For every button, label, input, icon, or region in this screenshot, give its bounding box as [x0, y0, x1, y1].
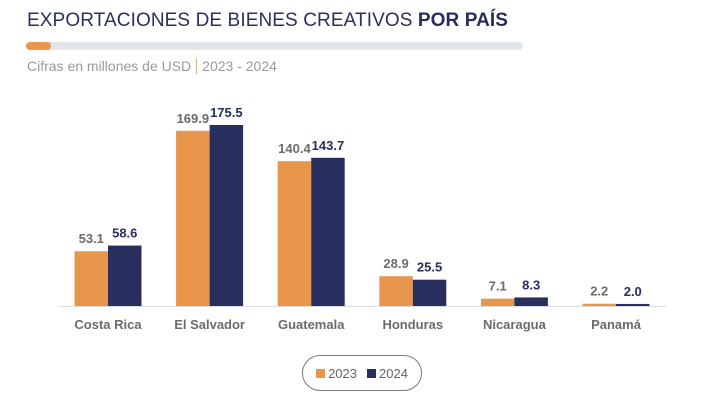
bar-2023-3 — [379, 276, 413, 306]
data-label-2023-1: 169.9 — [177, 111, 210, 126]
legend-label-2024: 2024 — [379, 365, 408, 381]
bar-2023-5 — [582, 303, 616, 306]
bar-2023-0 — [74, 251, 108, 306]
subtitle-years: 2023 - 2024 — [202, 58, 277, 74]
subtitle-divider — [196, 58, 198, 74]
legend-label-2023: 2023 — [328, 365, 357, 381]
legend-swatch-2024 — [367, 368, 376, 378]
bar-2023-2 — [277, 161, 312, 306]
bar-2024-1 — [209, 125, 244, 306]
chart-title: EXPORTACIONES DE BIENES CREATIVOS POR PA… — [27, 10, 508, 32]
data-label-2024-5: 2.0 — [624, 284, 642, 299]
data-label-2024-1: 175.5 — [210, 105, 243, 120]
data-label-2023-5: 2.2 — [590, 284, 608, 299]
bar-2024-5 — [616, 303, 650, 306]
category-label-3: Honduras — [382, 317, 443, 332]
category-label-5: Panamá — [591, 317, 642, 332]
legend-swatch-2023 — [316, 368, 326, 378]
legend: 2023 2024 — [302, 355, 422, 391]
legend-item-2023: 2023 — [316, 366, 357, 381]
legend-item-2024: 2024 — [367, 366, 408, 381]
data-label-2024-0: 58.6 — [112, 226, 137, 241]
bar-2023-1 — [176, 130, 210, 306]
bar-2023-4 — [480, 298, 515, 306]
title-regular: EXPORTACIONES DE BIENES CREATIVOS — [27, 10, 418, 31]
category-label-2: Guatemala — [278, 317, 345, 332]
progress-track — [26, 42, 523, 50]
data-label-2023-2: 140.4 — [278, 141, 311, 156]
data-label-2023-4: 7.1 — [489, 279, 507, 294]
data-label-2024-2: 143.7 — [312, 138, 345, 153]
data-label-2024-4: 8.3 — [522, 277, 540, 292]
bar-2024-3 — [412, 279, 447, 306]
subtitle-units: Cifras en millones de USD — [27, 58, 192, 74]
category-label-1: El Salvador — [174, 317, 245, 332]
chart-subtitle: Cifras en millones de USD 2023 - 2024 — [27, 58, 277, 74]
data-label-2023-0: 53.1 — [79, 231, 104, 246]
category-label-0: Costa Rica — [74, 317, 142, 332]
data-label-2024-3: 25.5 — [417, 260, 442, 275]
progress-fill — [26, 42, 51, 50]
category-label-4: Nicaragua — [483, 317, 547, 332]
bar-2024-4 — [514, 297, 548, 306]
bar-2024-0 — [108, 245, 142, 306]
data-label-2023-3: 28.9 — [383, 256, 408, 271]
bar-2024-2 — [311, 157, 345, 306]
title-bold: POR PAÍS — [417, 10, 509, 31]
